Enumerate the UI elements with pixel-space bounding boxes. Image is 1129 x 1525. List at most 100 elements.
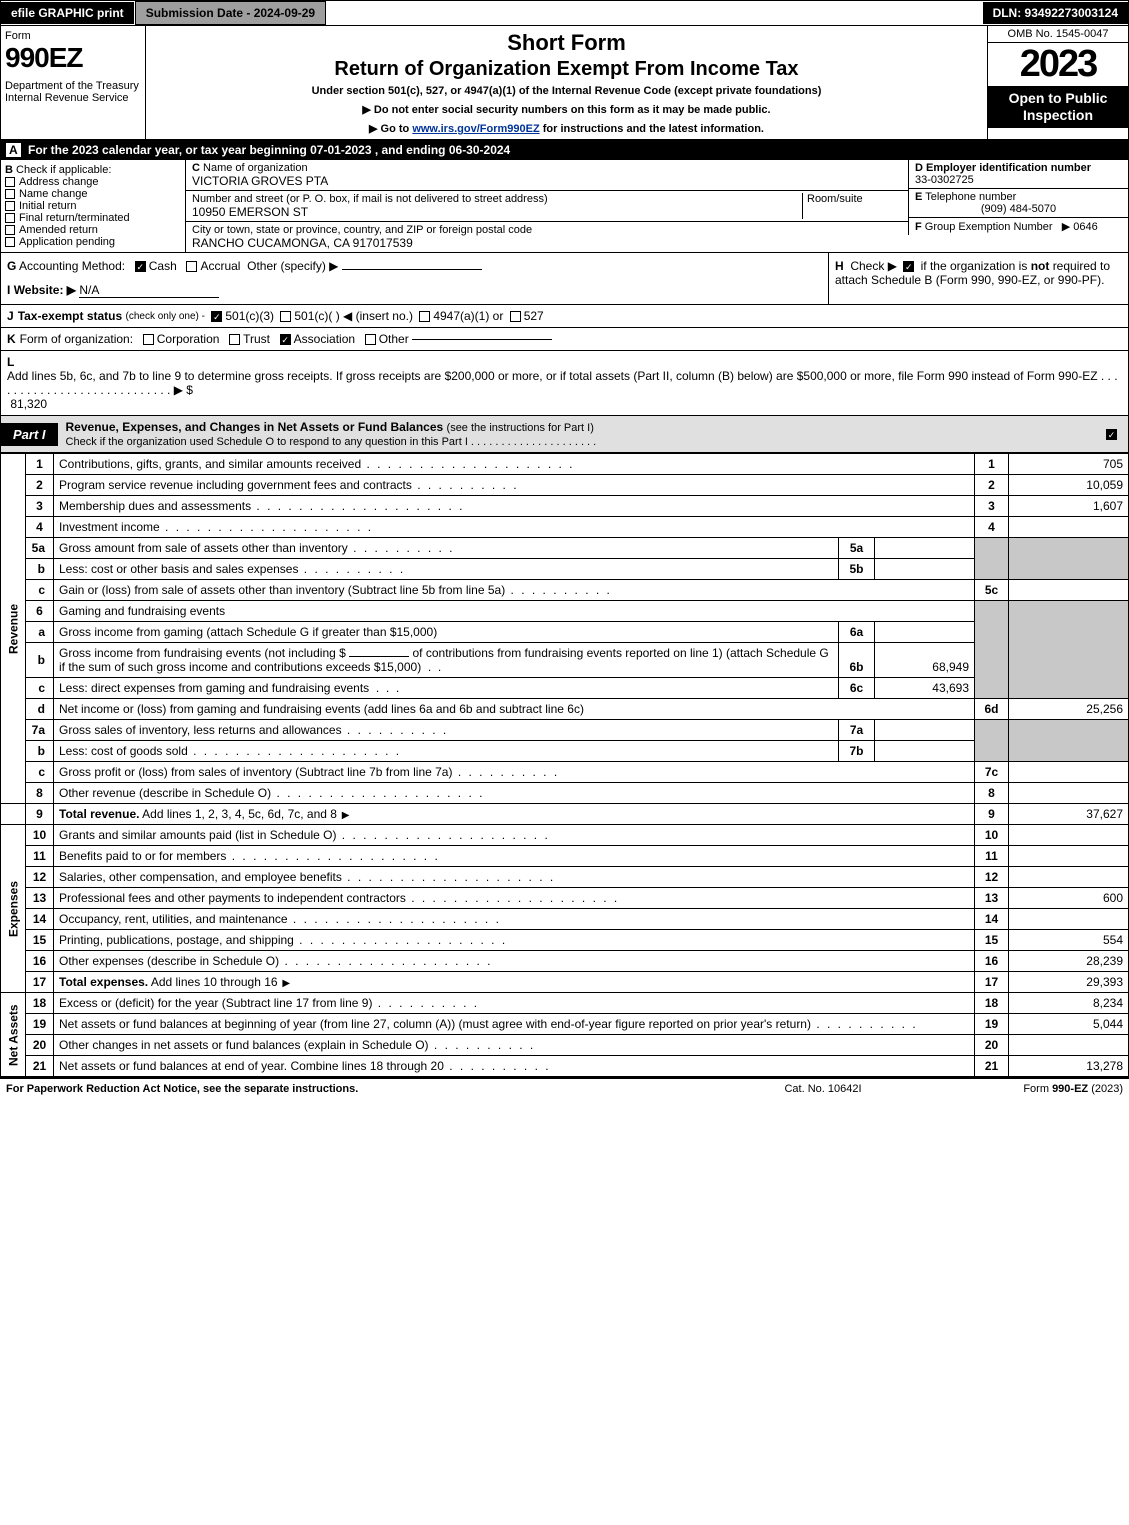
line-5a-num: 5a [26, 538, 54, 559]
chk-final-return[interactable] [5, 213, 15, 223]
letter-f: F [915, 221, 922, 233]
line-6b-field[interactable] [349, 656, 409, 657]
efile-print-button[interactable]: efile GRAPHIC print [1, 2, 135, 24]
chk-amended-return[interactable] [5, 225, 15, 235]
line-16-num: 16 [26, 951, 54, 972]
letter-d: D [915, 162, 923, 174]
line-6c-desc: Less: direct expenses from gaming and fu… [59, 681, 369, 695]
line-5b-num: b [26, 559, 54, 580]
part-i-title-text: Revenue, Expenses, and Changes in Net As… [66, 420, 444, 434]
h-not: not [1031, 259, 1050, 273]
line-7a-desc: Gross sales of inventory, less returns a… [59, 723, 448, 737]
line-5a-desc: Gross amount from sale of assets other t… [59, 541, 455, 555]
tax-year: 2023 [988, 43, 1128, 86]
chk-501c3[interactable]: ✓ [211, 311, 222, 322]
chk-application-pending[interactable] [5, 237, 15, 247]
check-if-applicable: Check if applicable: [16, 164, 111, 176]
chk-4947[interactable] [419, 311, 430, 322]
line-17-box: 17 [975, 972, 1009, 993]
line-16-box: 16 [975, 951, 1009, 972]
tax-exempt-label: Tax-exempt status [18, 309, 122, 323]
chk-accrual[interactable] [186, 261, 197, 272]
chk-name-change[interactable] [5, 189, 15, 199]
line-10-desc: Grants and similar amounts paid (list in… [59, 828, 550, 842]
shaded-7-amt [1009, 720, 1129, 762]
line-7a-num: 7a [26, 720, 54, 741]
line-12-amt [1009, 867, 1129, 888]
address-label: Number and street (or P. O. box, if mail… [192, 193, 548, 205]
line-7b-iamt [875, 741, 975, 762]
chk-address-change[interactable] [5, 177, 15, 187]
line-18-box: 18 [975, 993, 1009, 1014]
section-b-mid: C Name of organization VICTORIA GROVES P… [186, 160, 908, 252]
chk-schedule-b[interactable]: ✓ [903, 261, 914, 272]
chk-trust[interactable] [229, 334, 240, 345]
form-number: 990EZ [5, 42, 141, 74]
row-gh: G Accounting Method: ✓Cash Accrual Other… [0, 253, 1129, 305]
line-6a-in: 6a [839, 622, 875, 643]
line-6c-in: 6c [839, 678, 875, 699]
group-exemption-label: Group Exemption Number [925, 221, 1053, 233]
row-j: J Tax-exempt status (check only one) - ✓… [0, 305, 1129, 328]
submission-date: Submission Date - 2024-09-29 [135, 1, 326, 25]
section-b-block: B Check if applicable: Address change Na… [0, 160, 1129, 253]
chk-association[interactable]: ✓ [280, 334, 291, 345]
line-5b-in: 5b [839, 559, 875, 580]
dln-label: DLN: 93492273003124 [983, 2, 1128, 24]
chk-corporation[interactable] [143, 334, 154, 345]
line-2-box: 2 [975, 475, 1009, 496]
line-18-amt: 8,234 [1009, 993, 1129, 1014]
opt-name-change: Name change [19, 188, 88, 200]
part-i-note: (see the instructions for Part I) [447, 422, 594, 434]
line-9-box: 9 [975, 804, 1009, 825]
opt-501c: 501(c)( ) ◀ (insert no.) [294, 309, 413, 323]
ein-value: 33-0302725 [915, 174, 974, 186]
opt-other-org: Other [379, 332, 409, 346]
revenue-section-label: Revenue [1, 454, 26, 804]
ein-label: Employer identification number [926, 162, 1091, 174]
line-14-num: 14 [26, 909, 54, 930]
line-5c-amt [1009, 580, 1129, 601]
form-ref-a: Form [1023, 1083, 1052, 1095]
line-3-desc: Membership dues and assessments [59, 499, 464, 513]
line-12-num: 12 [26, 867, 54, 888]
shaded-5-amt [1009, 538, 1129, 580]
letter-a: A [6, 143, 21, 157]
line-5c-box: 5c [975, 580, 1009, 601]
chk-schedule-o[interactable]: ✓ [1106, 429, 1117, 440]
h-text1: Check ▶ [850, 259, 897, 273]
room-suite-label: Room/suite [807, 193, 863, 205]
form-title-2: Return of Organization Exempt From Incom… [152, 58, 981, 81]
header-center: Short Form Return of Organization Exempt… [146, 26, 988, 139]
line-3-box: 3 [975, 496, 1009, 517]
other-specify-field[interactable] [342, 269, 482, 270]
section-b-right: D Employer identification number 33-0302… [908, 160, 1128, 252]
form-header: Form 990EZ Department of the Treasury In… [0, 26, 1129, 140]
line-4-num: 4 [26, 517, 54, 538]
opt-address-change: Address change [19, 176, 99, 188]
chk-527[interactable] [510, 311, 521, 322]
line-11-desc: Benefits paid to or for members [59, 849, 440, 863]
line-19-box: 19 [975, 1014, 1009, 1035]
website-value: N/A [79, 283, 219, 298]
line-3-amt: 1,607 [1009, 496, 1129, 517]
chk-cash[interactable]: ✓ [135, 261, 146, 272]
line-21-amt: 13,278 [1009, 1056, 1129, 1077]
irs-link[interactable]: www.irs.gov/Form990EZ [412, 123, 539, 135]
line-7c-desc: Gross profit or (loss) from sales of inv… [59, 765, 559, 779]
header-left: Form 990EZ Department of the Treasury In… [1, 26, 146, 139]
row-h: H Check ▶ ✓ if the organization is not r… [828, 253, 1128, 304]
city-value: RANCHO CUCAMONGA, CA 917017539 [192, 236, 413, 250]
letter-c: C [192, 162, 200, 174]
form-of-org-label: Form of organization: [20, 332, 133, 346]
city-label: City or town, state or province, country… [192, 224, 532, 236]
other-org-field[interactable] [412, 339, 552, 340]
line-16-desc: Other expenses (describe in Schedule O) [59, 954, 492, 968]
line-a: A For the 2023 calendar year, or tax yea… [0, 140, 1129, 160]
chk-other-org[interactable] [365, 334, 376, 345]
line-6d-desc: Net income or (loss) from gaming and fun… [54, 699, 975, 720]
chk-initial-return[interactable] [5, 201, 15, 211]
chk-501c[interactable] [280, 311, 291, 322]
line-21-num: 21 [26, 1056, 54, 1077]
opt-amended-return: Amended return [19, 224, 98, 236]
